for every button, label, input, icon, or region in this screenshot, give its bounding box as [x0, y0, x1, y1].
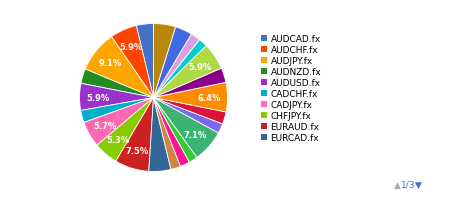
Wedge shape — [116, 98, 153, 171]
Text: 7.5%: 7.5% — [126, 146, 149, 155]
Wedge shape — [153, 40, 206, 98]
Wedge shape — [84, 98, 153, 145]
Wedge shape — [153, 69, 226, 98]
Text: 5.3%: 5.3% — [106, 136, 129, 145]
Text: 5.9%: 5.9% — [87, 93, 109, 102]
Wedge shape — [153, 98, 189, 167]
Text: 6.4%: 6.4% — [197, 93, 221, 102]
Text: 9.1%: 9.1% — [99, 59, 122, 68]
Wedge shape — [153, 46, 221, 98]
Wedge shape — [153, 98, 197, 162]
Wedge shape — [153, 35, 199, 98]
Text: ▲: ▲ — [394, 180, 401, 189]
Wedge shape — [97, 98, 153, 161]
Text: ▼: ▼ — [415, 180, 421, 189]
Wedge shape — [81, 98, 153, 123]
Wedge shape — [136, 24, 153, 98]
Text: 7.1%: 7.1% — [184, 130, 207, 139]
Wedge shape — [79, 84, 153, 111]
Text: 5.7%: 5.7% — [94, 121, 117, 130]
Wedge shape — [153, 24, 176, 98]
Text: 1/3: 1/3 — [401, 180, 415, 189]
Wedge shape — [81, 70, 153, 98]
Wedge shape — [85, 37, 153, 98]
Wedge shape — [153, 98, 218, 158]
Legend: AUDCAD.fx, AUDCHF.fx, AUDJPY.fx, AUDNZD.fx, AUDUSD.fx, CADCHF.fx, CADJPY.fx, CHF: AUDCAD.fx, AUDCHF.fx, AUDJPY.fx, AUDNZD.… — [260, 34, 322, 143]
Wedge shape — [111, 26, 153, 98]
Wedge shape — [153, 28, 191, 98]
Wedge shape — [153, 98, 226, 124]
Text: 5.9%: 5.9% — [188, 63, 211, 72]
Wedge shape — [153, 98, 180, 170]
Text: 5.9%: 5.9% — [119, 43, 142, 52]
Wedge shape — [153, 98, 223, 133]
Wedge shape — [149, 98, 171, 172]
Wedge shape — [153, 83, 228, 112]
